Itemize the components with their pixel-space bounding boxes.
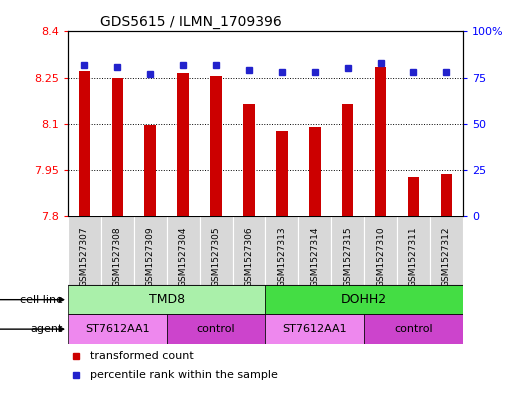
Text: GSM1527314: GSM1527314 [310, 226, 319, 287]
Text: TMD8: TMD8 [149, 293, 185, 306]
Text: GSM1527305: GSM1527305 [212, 226, 221, 287]
Bar [298, 216, 331, 285]
Text: ST7612AA1: ST7612AA1 [282, 324, 347, 334]
Text: GSM1527315: GSM1527315 [343, 226, 352, 287]
Text: control: control [197, 324, 235, 334]
Text: transformed count: transformed count [90, 351, 194, 361]
Bar [68, 216, 101, 285]
Bar [233, 216, 266, 285]
Text: GSM1527306: GSM1527306 [244, 226, 254, 287]
Bar [144, 125, 156, 216]
Bar [375, 67, 386, 216]
Text: cell line: cell line [20, 295, 63, 305]
Text: GSM1527313: GSM1527313 [277, 226, 287, 287]
Bar [101, 216, 134, 285]
Bar [364, 216, 397, 285]
Text: ST7612AA1: ST7612AA1 [85, 324, 150, 334]
Bar [243, 104, 255, 216]
Text: GSM1527310: GSM1527310 [376, 226, 385, 287]
Text: GSM1527311: GSM1527311 [409, 226, 418, 287]
Bar [78, 72, 90, 216]
Bar [210, 76, 222, 216]
Bar [408, 177, 419, 216]
Bar [342, 104, 354, 216]
Bar [167, 216, 200, 285]
Bar [397, 216, 430, 285]
Bar [68, 285, 266, 314]
Text: GSM1527307: GSM1527307 [80, 226, 89, 287]
Bar [266, 285, 463, 314]
Bar [430, 216, 463, 285]
Bar [266, 216, 298, 285]
Text: DOHH2: DOHH2 [341, 293, 387, 306]
Text: GSM1527309: GSM1527309 [146, 226, 155, 287]
Text: agent: agent [30, 324, 63, 334]
Text: GSM1527312: GSM1527312 [442, 226, 451, 287]
Text: control: control [394, 324, 433, 334]
Bar [177, 73, 189, 216]
Bar [309, 127, 321, 216]
Text: percentile rank within the sample: percentile rank within the sample [90, 370, 278, 380]
Bar [134, 216, 167, 285]
Bar [276, 132, 288, 216]
Bar [364, 314, 463, 344]
Bar [331, 216, 364, 285]
Text: GSM1527308: GSM1527308 [113, 226, 122, 287]
Bar [167, 314, 266, 344]
Bar [111, 78, 123, 216]
Text: GSM1527304: GSM1527304 [179, 226, 188, 287]
Bar [200, 216, 233, 285]
Bar [68, 314, 167, 344]
Bar [441, 174, 452, 216]
Text: GDS5615 / ILMN_1709396: GDS5615 / ILMN_1709396 [99, 15, 281, 29]
Bar [266, 314, 364, 344]
